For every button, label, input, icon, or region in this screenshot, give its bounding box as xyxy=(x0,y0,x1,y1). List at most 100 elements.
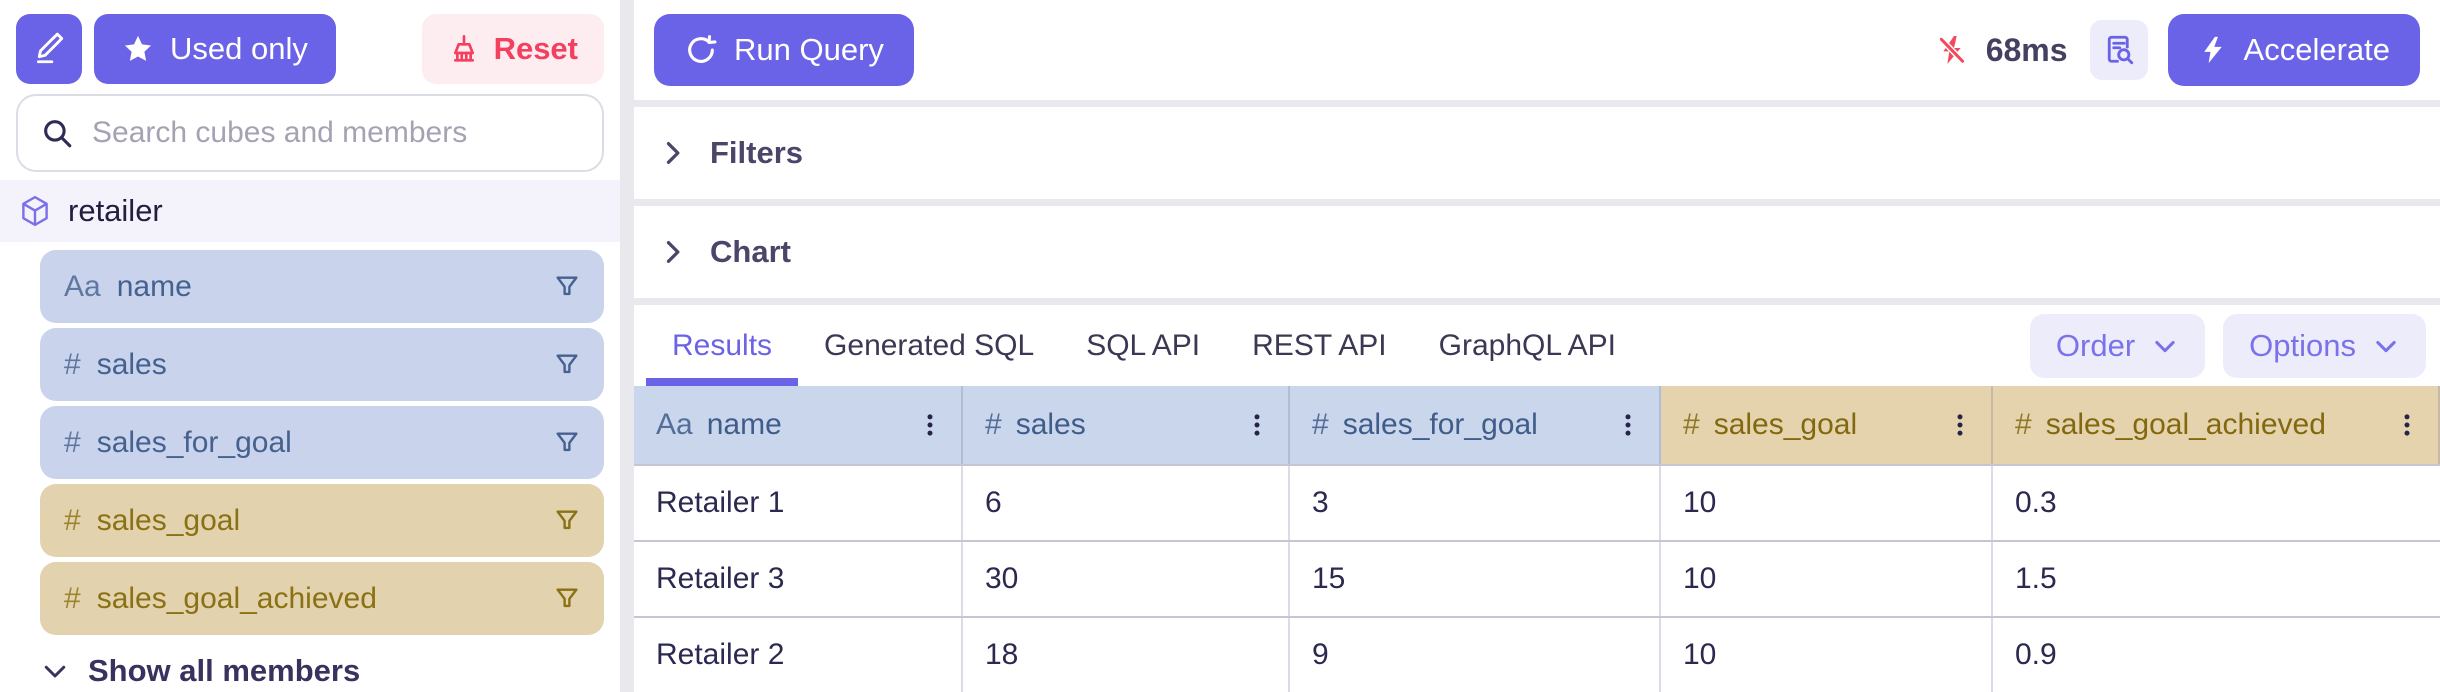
column-header[interactable]: Aa name xyxy=(634,386,963,464)
column-header[interactable]: # sales_goal_achieved xyxy=(1993,386,2440,464)
filters-section-header[interactable]: Filters xyxy=(634,107,2440,199)
star-icon xyxy=(122,33,154,65)
edit-query-button[interactable] xyxy=(16,14,82,84)
column-header[interactable]: # sales xyxy=(963,386,1290,464)
cube-row-retailer[interactable]: retailer xyxy=(0,180,620,242)
filter-funnel-icon[interactable] xyxy=(552,350,582,380)
column-label: sales_goal_achieved xyxy=(2045,408,2326,441)
column-menu-icon[interactable] xyxy=(917,410,943,440)
column-menu-icon[interactable] xyxy=(2394,410,2420,440)
table-row: Retailer 1 6 3 10 0.3 xyxy=(634,464,2440,540)
cell-sales-goal-achieved: 0.3 xyxy=(2015,486,2057,519)
tab[interactable]: GraphQL API xyxy=(1413,305,1642,386)
cell-sales-goal: 10 xyxy=(1661,542,1993,616)
column-type-icon: Aa xyxy=(656,408,693,441)
sidebar-toolbar: Used only Reset xyxy=(16,14,604,84)
member-item[interactable]: # sales_goal xyxy=(40,484,604,557)
member-label: sales_goal xyxy=(96,503,241,537)
reset-label: Reset xyxy=(493,31,578,66)
show-all-members-toggle[interactable]: Show all members xyxy=(40,651,604,691)
chevron-down-icon xyxy=(2372,332,2400,360)
tab-label: GraphQL API xyxy=(1438,328,1616,362)
used-only-label: Used only xyxy=(170,31,308,66)
member-item[interactable]: # sales_for_goal xyxy=(40,406,604,479)
chart-section-header[interactable]: Chart xyxy=(634,206,2440,298)
order-dropdown-button[interactable]: Order xyxy=(2029,313,2206,378)
chevron-right-icon xyxy=(658,238,686,266)
lightning-bolt-icon xyxy=(2198,35,2228,65)
filter-funnel-icon[interactable] xyxy=(552,272,582,302)
member-type-icon: # xyxy=(64,347,81,381)
tab[interactable]: Results xyxy=(646,305,799,386)
cube-icon xyxy=(18,194,52,228)
tab[interactable]: SQL API xyxy=(1060,305,1226,386)
pencil-icon xyxy=(32,32,66,66)
query-toolbar: Run Query 68ms xyxy=(634,0,2440,100)
member-label: name xyxy=(116,269,192,303)
member-item[interactable]: # sales xyxy=(40,328,604,401)
cell-sales: 6 xyxy=(963,466,1290,540)
accelerate-button[interactable]: Accelerate xyxy=(2167,14,2420,86)
column-menu-icon[interactable] xyxy=(1615,410,1641,440)
member-list: Aa name # sales xyxy=(40,250,604,635)
cell-sales: 30 xyxy=(963,542,1290,616)
run-query-label: Run Query xyxy=(734,32,884,67)
cell-sales-goal: 10 xyxy=(1661,618,1993,692)
member-label: sales_goal_achieved xyxy=(96,581,377,615)
table-row: Retailer 2 18 9 10 0.9 xyxy=(634,616,2440,692)
search-input[interactable] xyxy=(92,116,580,150)
filters-section-label: Filters xyxy=(710,135,804,170)
file-search-icon xyxy=(2101,32,2137,68)
filter-funnel-icon[interactable] xyxy=(552,428,582,458)
cell-sales-goal-achieved: 1.5 xyxy=(2015,562,2057,595)
column-type-icon: # xyxy=(2015,408,2032,441)
search-box xyxy=(16,94,604,172)
column-header[interactable]: # sales_goal xyxy=(1661,386,1993,464)
column-type-icon: # xyxy=(1312,408,1329,441)
toolbar-right-cluster: 68ms Accelerate xyxy=(1936,14,2420,86)
main-area: Run Query 68ms xyxy=(634,0,2440,692)
accelerate-label: Accelerate xyxy=(2243,32,2390,67)
chart-section-label: Chart xyxy=(710,234,791,269)
show-all-members-label: Show all members xyxy=(88,653,361,688)
member-type-icon: # xyxy=(64,503,81,537)
column-menu-icon[interactable] xyxy=(1244,410,1270,440)
member-type-icon: # xyxy=(64,425,81,459)
member-type-icon: # xyxy=(64,581,81,615)
filter-funnel-icon[interactable] xyxy=(552,506,582,536)
member-label: sales xyxy=(96,347,167,381)
tab[interactable]: REST API xyxy=(1226,305,1413,386)
reset-button[interactable]: Reset xyxy=(421,14,604,84)
member-sidebar: Used only Reset xyxy=(0,0,620,692)
column-menu-icon[interactable] xyxy=(1947,410,1973,440)
column-label: name xyxy=(706,408,782,441)
cell-name: Retailer 1 xyxy=(634,466,963,540)
chevron-right-icon xyxy=(658,139,686,167)
cube-name: retailer xyxy=(68,193,163,228)
column-label: sales_for_goal xyxy=(1342,408,1538,441)
member-type-icon: Aa xyxy=(64,269,101,303)
cell-sales-for-goal: 9 xyxy=(1290,618,1661,692)
column-type-icon: # xyxy=(985,408,1002,441)
member-item[interactable]: Aa name xyxy=(40,250,604,323)
query-time: 68ms xyxy=(1985,31,2068,68)
results-table-body: Retailer 1 6 3 10 0.3 Retailer 3 30 15 1… xyxy=(634,464,2440,692)
member-item[interactable]: # sales_goal_achieved xyxy=(40,562,604,635)
tab-label: Results xyxy=(672,328,773,362)
options-dropdown-button[interactable]: Options xyxy=(2223,313,2426,378)
cell-name: Retailer 2 xyxy=(634,618,963,692)
filter-funnel-icon[interactable] xyxy=(552,584,582,614)
inspect-query-button[interactable] xyxy=(2089,20,2148,80)
table-controls: Order Options xyxy=(2029,313,2426,378)
table-row: Retailer 3 30 15 10 1.5 xyxy=(634,540,2440,616)
tab[interactable]: Generated SQL xyxy=(798,305,1060,386)
used-only-button[interactable]: Used only xyxy=(94,14,336,84)
run-query-button[interactable]: Run Query xyxy=(654,14,914,86)
column-label: sales_goal xyxy=(1713,408,1858,441)
cell-sales-for-goal: 15 xyxy=(1290,542,1661,616)
results-panel: Results Generated SQL SQL API REST API G… xyxy=(634,305,2440,692)
cell-sales-for-goal: 3 xyxy=(1290,466,1661,540)
column-header[interactable]: # sales_for_goal xyxy=(1290,386,1661,464)
refresh-icon xyxy=(684,33,718,67)
results-tabs: Results Generated SQL SQL API REST API G… xyxy=(634,305,2440,386)
